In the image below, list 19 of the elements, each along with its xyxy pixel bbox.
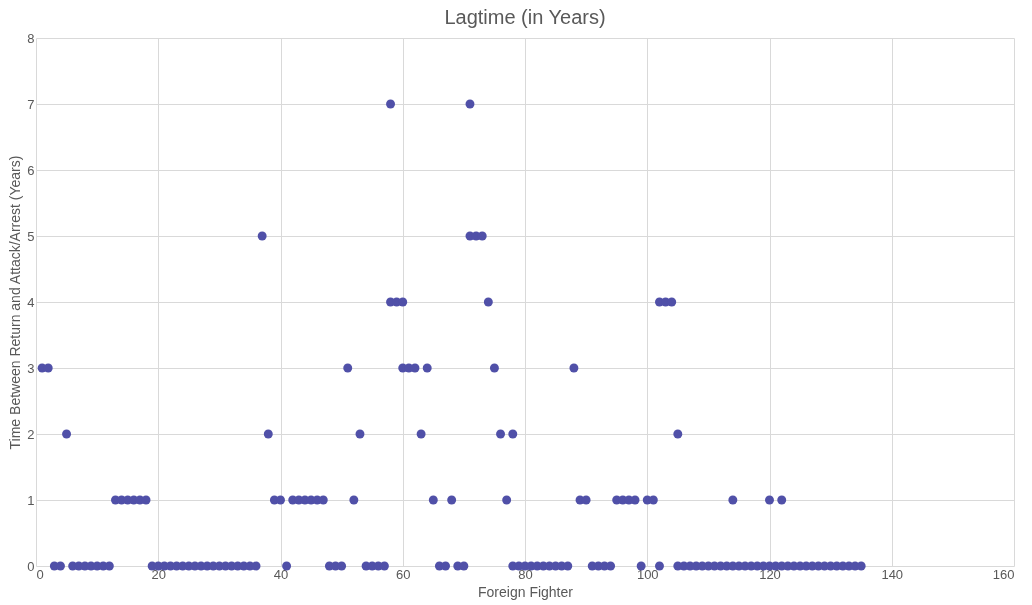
x-tick-label: 80 xyxy=(518,566,533,582)
x-axis-title: Foreign Fighter xyxy=(478,583,574,600)
y-tick-label: 2 xyxy=(27,426,35,442)
x-tick-label: 140 xyxy=(881,566,904,582)
y-axis-title: Time Between Return and Attack/Arrest (Years) xyxy=(7,155,24,450)
x-tick-label: 160 xyxy=(992,566,1015,582)
y-tick-label: 7 xyxy=(27,96,35,112)
y-tick-label: 8 xyxy=(27,30,35,46)
x-tick-label: 40 xyxy=(273,566,289,582)
y-tick-label: 5 xyxy=(27,228,35,244)
y-tick-label: 3 xyxy=(27,360,35,376)
y-tick-label: 4 xyxy=(27,294,35,310)
x-tick-label: 100 xyxy=(636,566,659,582)
x-tick-label: 120 xyxy=(759,566,781,582)
x-tick-label: 20 xyxy=(151,566,166,582)
y-tick-label: 1 xyxy=(27,492,35,508)
chart-title: Lagtime (in Years) xyxy=(444,6,606,28)
y-tick-label: 6 xyxy=(27,162,35,178)
x-tick-label: 60 xyxy=(396,566,411,582)
